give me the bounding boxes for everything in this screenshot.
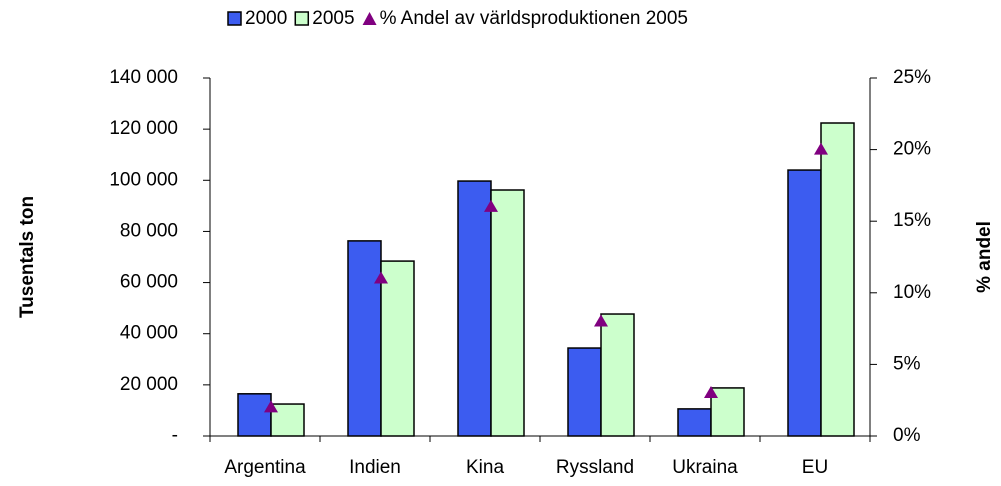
y-tick-label: 100 000 xyxy=(109,169,178,190)
bar xyxy=(820,122,855,437)
y2-tick-label: 0% xyxy=(893,425,921,446)
legend-swatch xyxy=(227,11,242,26)
bar xyxy=(457,180,492,437)
bar xyxy=(237,393,272,437)
marker xyxy=(374,271,388,284)
y-tick-label: 60 000 xyxy=(120,272,178,293)
bar xyxy=(270,403,305,437)
marker xyxy=(594,314,608,327)
legend-label: 2000 xyxy=(245,8,287,29)
x-tick-label: Indien xyxy=(349,457,401,478)
y-tick-label: 140 000 xyxy=(109,67,178,88)
y2-tick-label: 15% xyxy=(893,210,931,231)
legend-label: 2005 xyxy=(312,8,354,29)
marker xyxy=(264,400,278,413)
y2-tick-label: 25% xyxy=(893,67,931,88)
bar xyxy=(787,169,822,437)
y-tick-label: 80 000 xyxy=(120,220,178,241)
y-tick-label: 40 000 xyxy=(120,323,178,344)
y-tick-label: 20 000 xyxy=(120,374,178,395)
y2-tick-label: 10% xyxy=(893,282,931,303)
x-tick-label: Ukraina xyxy=(672,457,738,478)
y-tick-label: 120 000 xyxy=(109,118,178,139)
bar xyxy=(380,260,415,437)
x-tick-label: EU xyxy=(802,457,828,478)
marker xyxy=(704,386,718,399)
y2-axis-label: % andel xyxy=(974,221,995,293)
legend-marker xyxy=(362,12,377,25)
bar xyxy=(677,408,712,437)
marker xyxy=(814,142,828,155)
bar xyxy=(490,189,525,437)
x-tick-label: Ryssland xyxy=(556,457,634,478)
x-tick-label: Kina xyxy=(466,457,504,478)
y2-tick-label: 20% xyxy=(893,139,931,160)
y-tick-label: - xyxy=(172,425,178,446)
y2-tick-label: 5% xyxy=(893,353,921,374)
legend-swatch xyxy=(294,11,310,26)
bar xyxy=(567,347,602,437)
bar xyxy=(347,240,382,437)
y-axis-label: Tusentals ton xyxy=(17,196,38,318)
legend-label: % Andel av världsproduktionen 2005 xyxy=(380,8,688,29)
marker xyxy=(484,199,498,212)
bar xyxy=(600,313,635,437)
x-tick-label: Argentina xyxy=(224,457,306,478)
